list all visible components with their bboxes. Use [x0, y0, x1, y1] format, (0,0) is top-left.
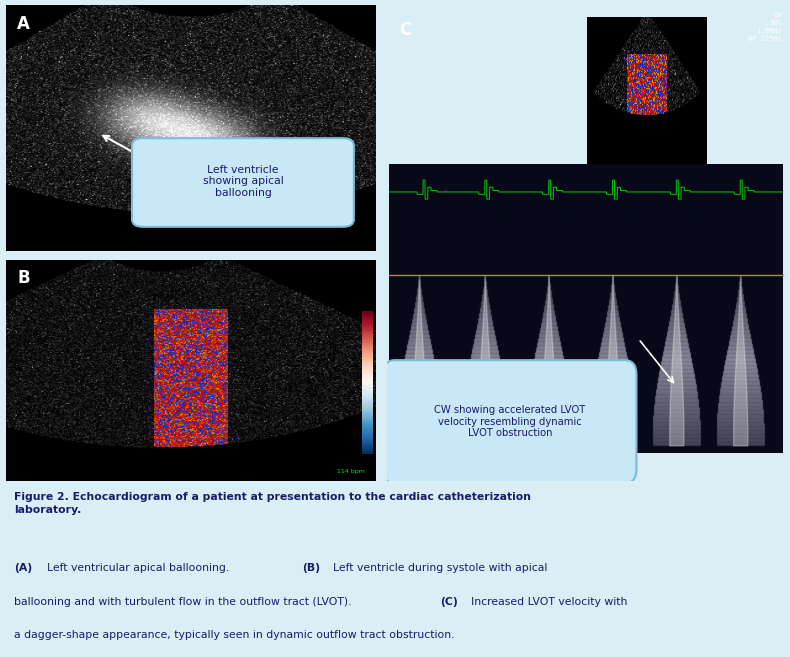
Text: CW
50%
1.8MHz
WF 225Hz: CW 50% 1.8MHz WF 225Hz: [748, 12, 782, 42]
Text: 114 bpm: 114 bpm: [337, 469, 365, 474]
Text: (A): (A): [14, 563, 32, 573]
FancyBboxPatch shape: [383, 360, 637, 484]
Text: CW showing accelerated LVOT
velocity resembling dynamic
LVOT obstruction: CW showing accelerated LVOT velocity res…: [435, 405, 585, 438]
Text: a dagger-shape appearance, typically seen in dynamic outflow tract obstruction.: a dagger-shape appearance, typically see…: [14, 631, 454, 641]
FancyBboxPatch shape: [389, 164, 783, 453]
Text: + AV Vmax
Vmax      331 cm/s
Max PG   44 mmHg
AVA (Vmax)  2.21 cm²: + AV Vmax Vmax 331 cm/s Max PG 44 mmHg A…: [586, 26, 674, 61]
Text: Increased LVOT velocity with: Increased LVOT velocity with: [471, 597, 627, 607]
Text: Left ventricular apical ballooning.: Left ventricular apical ballooning.: [47, 563, 229, 573]
Text: Left ventricle
showing apical
ballooning: Left ventricle showing apical ballooning: [202, 165, 284, 198]
Text: ballooning and with turbulent flow in the outflow tract (LVOT).: ballooning and with turbulent flow in th…: [14, 597, 352, 607]
Text: Figure 2. Echocardiogram of a patient at presentation to the cardiac catheteriza: Figure 2. Echocardiogram of a patient at…: [14, 493, 531, 515]
Text: B: B: [17, 269, 30, 287]
FancyBboxPatch shape: [132, 138, 354, 227]
Text: (B): (B): [302, 563, 320, 573]
Text: (C): (C): [440, 597, 457, 607]
Text: Left ventricle during systole with apical: Left ventricle during systole with apica…: [333, 563, 547, 573]
Text: C: C: [399, 22, 412, 39]
Text: A: A: [17, 15, 30, 33]
